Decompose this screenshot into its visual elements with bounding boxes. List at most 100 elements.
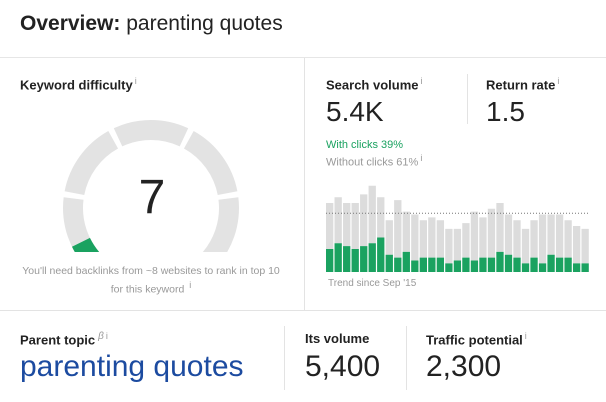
difficulty-note-text: You'll need backlinks from ~8 websites t…	[22, 265, 280, 296]
gauge-fill	[71, 237, 100, 252]
bar-without-clicks[interactable]	[479, 217, 487, 258]
return-rate-value: 1.5	[486, 96, 525, 127]
bar-without-clicks[interactable]	[368, 185, 376, 244]
bar-without-clicks[interactable]	[385, 220, 393, 255]
bar-without-clicks[interactable]	[581, 228, 589, 264]
bar-with-clicks[interactable]	[453, 260, 462, 273]
bar-with-clicks[interactable]	[351, 249, 359, 272]
info-icon[interactable]: i	[557, 76, 560, 86]
bar-without-clicks[interactable]	[555, 214, 564, 258]
info-icon[interactable]: i	[105, 331, 108, 341]
bar-without-clicks[interactable]	[343, 203, 351, 247]
bar-without-clicks[interactable]	[470, 211, 479, 261]
info-icon[interactable]: i	[189, 280, 192, 290]
bar-without-clicks[interactable]	[419, 220, 427, 258]
bar-with-clicks[interactable]	[572, 263, 581, 272]
bar-without-clicks[interactable]	[436, 220, 445, 258]
bar-with-clicks[interactable]	[547, 254, 555, 272]
bottom-divider-2	[406, 326, 407, 390]
bar-without-clicks[interactable]	[411, 214, 419, 261]
without-clicks-text: Without clicks 61%	[326, 156, 419, 169]
bar-with-clicks[interactable]	[402, 251, 410, 272]
gauge-segment	[113, 119, 189, 147]
bar-with-clicks[interactable]	[470, 260, 479, 273]
metric-divider	[467, 74, 468, 124]
info-icon[interactable]: i	[134, 76, 137, 86]
beta-badge: β	[98, 331, 104, 342]
bar-without-clicks[interactable]	[428, 217, 436, 258]
with-clicks-text: With clicks 39%	[326, 139, 404, 151]
bar-with-clicks[interactable]	[564, 257, 572, 272]
bar-without-clicks[interactable]	[521, 228, 530, 264]
keyword-difficulty-title: Keyword difficulty	[20, 77, 133, 93]
keyword-difficulty-value: 7	[138, 171, 166, 224]
bottom-divider-1	[284, 326, 285, 390]
bar-with-clicks[interactable]	[538, 263, 547, 272]
bar-without-clicks[interactable]	[453, 228, 462, 261]
info-icon[interactable]: i	[524, 331, 527, 341]
bar-without-clicks[interactable]	[402, 211, 410, 252]
bar-without-clicks[interactable]	[572, 226, 581, 264]
search-volume-trend-chart	[326, 185, 590, 273]
search-volume-title: Search volume	[326, 77, 419, 93]
bar-with-clicks[interactable]	[462, 257, 470, 272]
bar-without-clicks[interactable]	[394, 200, 402, 258]
bar-with-clicks[interactable]	[419, 257, 427, 272]
bar-with-clicks[interactable]	[428, 257, 436, 272]
trend-note: Trend since Sep '15	[328, 278, 417, 289]
bar-without-clicks[interactable]	[462, 223, 470, 258]
bar-with-clicks[interactable]	[334, 243, 342, 272]
bar-without-clicks[interactable]	[564, 220, 572, 258]
bar-with-clicks[interactable]	[436, 257, 445, 272]
bar-without-clicks[interactable]	[504, 214, 513, 255]
bar-without-clicks[interactable]	[538, 214, 547, 264]
gauge-segment	[183, 131, 238, 196]
gauge-segment	[64, 131, 119, 196]
panel-divider-vertical	[304, 58, 305, 310]
gauge-segment	[202, 197, 239, 252]
bar-with-clicks[interactable]	[513, 257, 521, 272]
bar-with-clicks[interactable]	[504, 254, 513, 272]
bar-with-clicks[interactable]	[360, 246, 368, 272]
bar-with-clicks[interactable]	[555, 257, 564, 272]
bar-with-clicks[interactable]	[377, 237, 385, 273]
parent-topic-link[interactable]: parenting quotes	[20, 350, 244, 383]
bar-without-clicks[interactable]	[351, 203, 359, 249]
bar-without-clicks[interactable]	[334, 197, 342, 244]
bar-with-clicks[interactable]	[521, 263, 530, 272]
bar-without-clicks[interactable]	[326, 203, 334, 249]
parent-topic-title: Parent topic	[20, 332, 96, 348]
bar-with-clicks[interactable]	[445, 263, 453, 272]
search-volume-label: Search volume i	[326, 76, 423, 92]
bar-with-clicks[interactable]	[487, 257, 496, 272]
bar-without-clicks[interactable]	[513, 220, 521, 258]
bar-with-clicks[interactable]	[496, 251, 504, 272]
bar-without-clicks[interactable]	[445, 228, 453, 264]
return-rate-title: Return rate	[486, 77, 556, 93]
bar-without-clicks[interactable]	[547, 214, 555, 255]
its-volume-label: Its volume	[305, 331, 370, 346]
bar-with-clicks[interactable]	[394, 257, 402, 272]
bar-with-clicks[interactable]	[581, 263, 589, 272]
difficulty-gauge	[63, 119, 239, 252]
bar-with-clicks[interactable]	[343, 246, 351, 272]
bar-with-clicks[interactable]	[411, 260, 419, 273]
bar-without-clicks[interactable]	[377, 197, 385, 238]
bar-without-clicks[interactable]	[360, 194, 368, 247]
bar-with-clicks[interactable]	[368, 243, 376, 272]
return-rate-label: Return rate i	[486, 76, 559, 92]
bar-with-clicks[interactable]	[530, 257, 538, 272]
bar-with-clicks[interactable]	[479, 257, 487, 272]
gauge-segment	[63, 197, 100, 252]
without-clicks-line: Without clicks 61% i	[326, 153, 422, 169]
search-volume-value: 5.4K	[326, 96, 384, 127]
info-icon[interactable]: i	[420, 76, 423, 86]
keyword-difficulty-note: You'll need backlinks from ~8 websites t…	[20, 264, 282, 297]
its-volume-value: 5,400	[305, 350, 381, 383]
info-icon[interactable]: i	[420, 153, 423, 163]
bar-without-clicks[interactable]	[530, 220, 538, 258]
bar-with-clicks[interactable]	[385, 254, 393, 272]
bar-without-clicks[interactable]	[487, 208, 496, 258]
bar-without-clicks[interactable]	[496, 203, 504, 252]
bar-with-clicks[interactable]	[326, 249, 334, 272]
